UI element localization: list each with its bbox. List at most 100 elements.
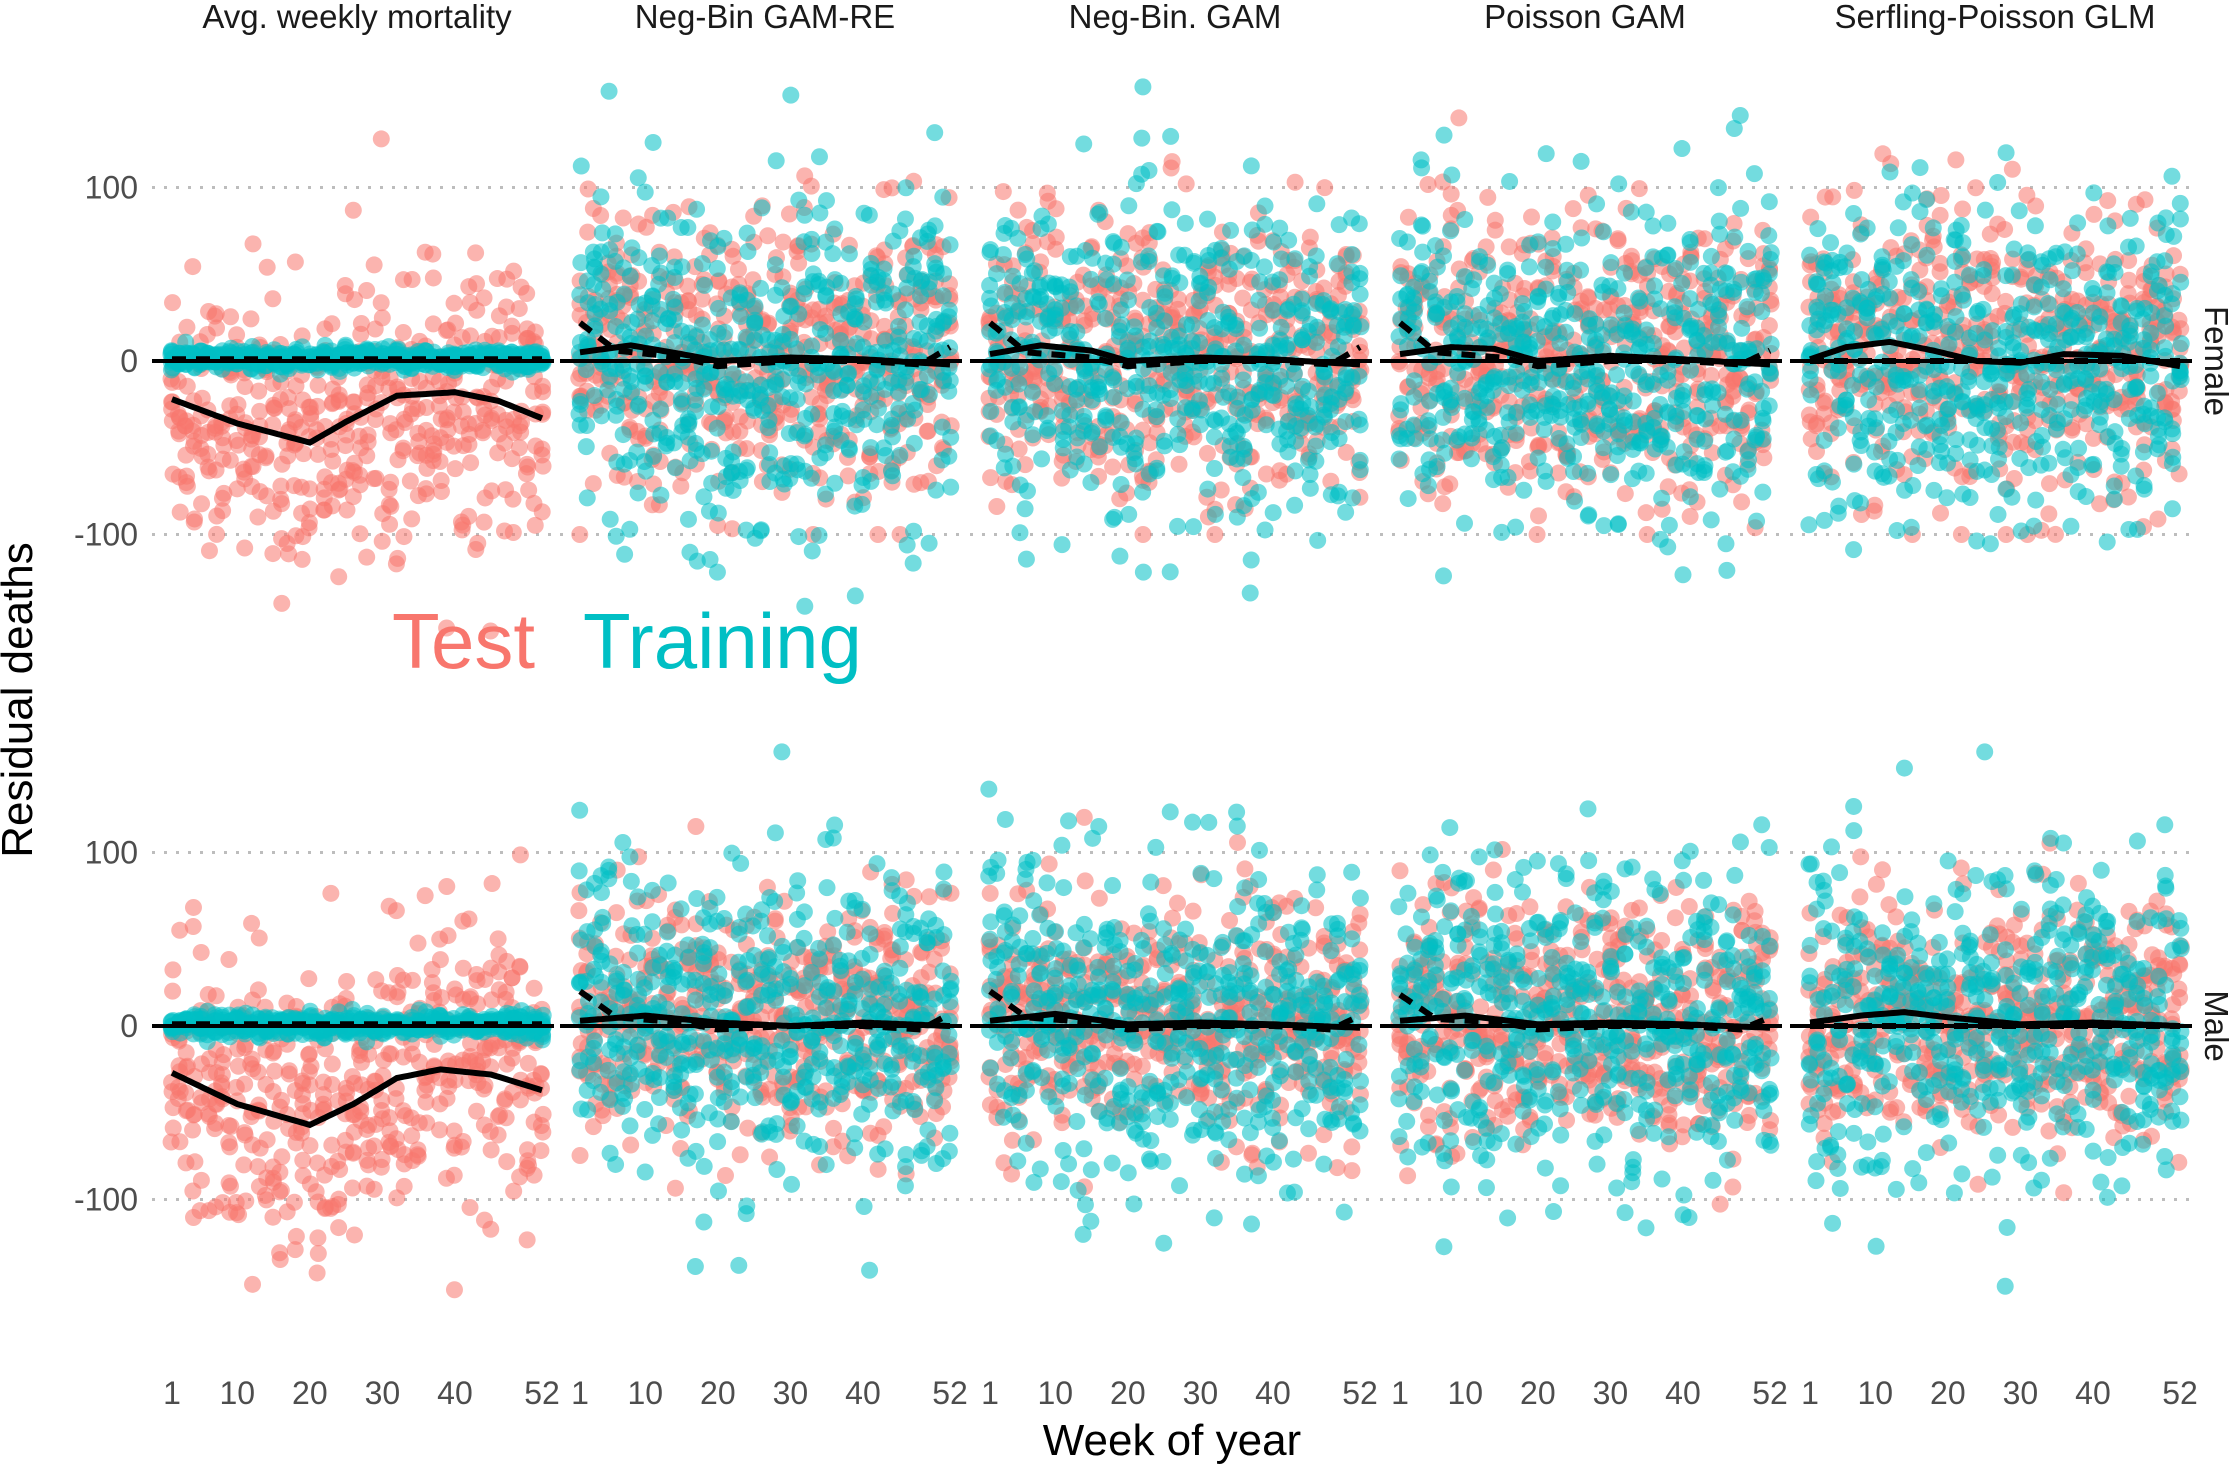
training-point	[1998, 144, 2015, 161]
training-point	[868, 416, 885, 433]
test-point	[995, 183, 1012, 200]
training-point	[818, 192, 835, 209]
training-point	[1105, 256, 1122, 273]
test-point	[534, 503, 551, 520]
training-point	[1746, 165, 1763, 182]
training-point	[2011, 202, 2028, 219]
training-point	[1753, 383, 1770, 400]
training-point	[1732, 200, 1749, 217]
training-point	[1676, 443, 1693, 460]
test-point	[309, 398, 326, 415]
training-point	[1918, 191, 1935, 208]
test-point	[179, 378, 196, 395]
test-point	[579, 224, 596, 241]
test-point	[1443, 186, 1460, 203]
test-point	[301, 514, 318, 531]
training-point	[1148, 460, 1165, 477]
training-point	[573, 158, 590, 175]
training-point	[652, 400, 669, 417]
training-point	[607, 225, 624, 242]
training-point	[1307, 438, 1324, 455]
test-point	[1010, 202, 1027, 219]
test-point	[919, 423, 936, 440]
training-point	[1710, 301, 1727, 318]
training-point	[927, 482, 944, 499]
training-point	[1557, 324, 1574, 341]
training-point	[1538, 145, 1555, 162]
test-point	[1529, 526, 1546, 543]
training-point	[1868, 378, 1885, 395]
training-point	[1975, 301, 1992, 318]
training-point	[1989, 174, 2006, 191]
training-point	[1183, 316, 1200, 333]
training-point	[1717, 535, 1734, 552]
training-point	[1673, 140, 1690, 157]
training-point	[716, 324, 733, 341]
training-point	[1185, 518, 1202, 535]
training-point	[1609, 280, 1626, 297]
training-point	[921, 535, 938, 552]
training-point	[790, 192, 807, 209]
training-point	[1711, 481, 1728, 498]
training-point	[1435, 567, 1452, 584]
training-point	[1763, 244, 1780, 261]
training-point	[1845, 541, 1862, 558]
test-point	[345, 202, 362, 219]
training-point	[1625, 393, 1642, 410]
training-point	[667, 459, 684, 476]
training-point	[1573, 229, 1590, 246]
training-point	[739, 225, 756, 242]
training-point	[1097, 310, 1114, 327]
training-point	[645, 134, 662, 151]
training-point	[1200, 279, 1217, 296]
training-point	[861, 207, 878, 224]
training-point	[1076, 455, 1093, 472]
training-point	[897, 301, 914, 318]
test-point	[460, 508, 477, 525]
training-point	[1990, 506, 2007, 523]
training-point	[1084, 423, 1101, 440]
training-point	[1754, 484, 1771, 501]
training-point	[1881, 289, 1898, 306]
test-point	[1047, 241, 1064, 258]
test-point	[264, 290, 281, 307]
training-point	[1206, 428, 1223, 445]
training-point	[1890, 219, 1907, 236]
training-point	[622, 268, 639, 285]
training-point	[1234, 469, 1251, 486]
training-point	[1859, 309, 1876, 326]
training-point	[1337, 384, 1354, 401]
test-point	[1351, 337, 1368, 354]
training-point	[1465, 271, 1482, 288]
training-point	[1903, 519, 1920, 536]
test-point	[1206, 526, 1223, 543]
training-point	[578, 361, 595, 378]
test-point	[324, 453, 341, 470]
training-point	[1616, 265, 1633, 282]
training-point	[905, 523, 922, 540]
training-point	[942, 429, 959, 446]
training-point	[1837, 258, 1854, 275]
test-point	[1169, 301, 1186, 318]
training-point	[1911, 399, 1928, 416]
training-point	[811, 148, 828, 165]
training-point	[1213, 240, 1230, 257]
training-point	[1732, 107, 1749, 124]
training-point	[1960, 373, 1977, 390]
training-point	[1287, 462, 1304, 479]
test-point	[982, 469, 999, 486]
training-point	[1442, 222, 1459, 239]
test-point	[1932, 505, 1949, 522]
training-point	[1171, 274, 1188, 291]
test-point	[323, 315, 340, 332]
training-point	[1659, 538, 1676, 555]
test-point	[988, 498, 1005, 515]
training-point	[1559, 273, 1576, 290]
training-point	[1739, 461, 1756, 478]
test-point	[273, 495, 290, 512]
training-point	[760, 397, 777, 414]
training-point	[1800, 516, 1817, 533]
training-point	[789, 391, 806, 408]
training-point	[1845, 205, 1862, 222]
training-point	[1726, 229, 1743, 246]
